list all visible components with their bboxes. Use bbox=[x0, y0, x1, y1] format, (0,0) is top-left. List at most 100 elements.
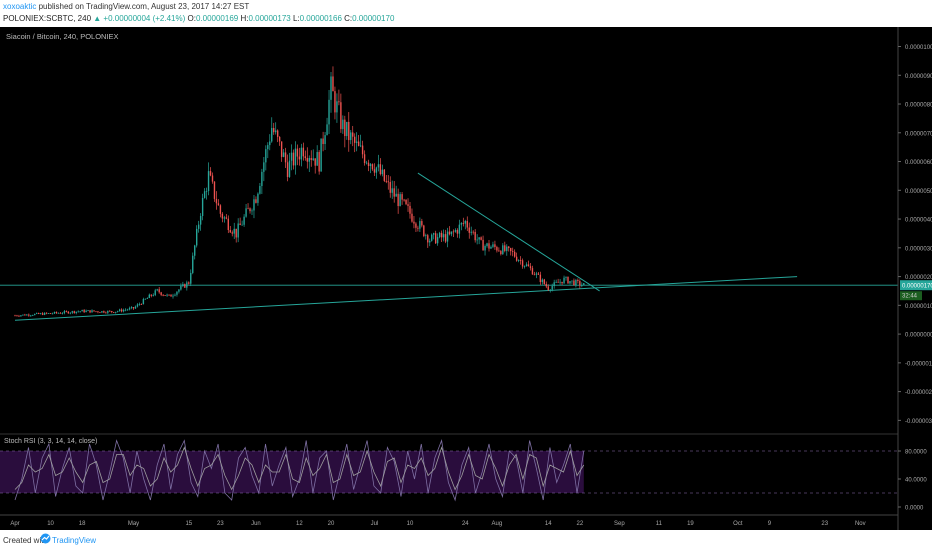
candle-body bbox=[450, 231, 453, 235]
candle-body bbox=[454, 230, 457, 232]
rsi-pane[interactable] bbox=[0, 438, 898, 502]
candle-body bbox=[344, 119, 346, 137]
candle-body bbox=[494, 244, 496, 248]
candle-body bbox=[109, 310, 111, 312]
candle-body bbox=[336, 101, 338, 113]
tradingview-logo-icon bbox=[40, 533, 51, 544]
candle-body bbox=[93, 310, 95, 312]
candle-body bbox=[318, 152, 320, 172]
candle-body bbox=[265, 149, 267, 163]
price-tick-label: 0.00000400 bbox=[905, 218, 932, 224]
publish-line: xoxoaktic published on TradingView.com, … bbox=[3, 2, 249, 11]
candle-body bbox=[506, 246, 508, 251]
candle-body bbox=[124, 309, 127, 311]
candle-body bbox=[223, 217, 226, 219]
candle-body bbox=[146, 298, 149, 299]
candle-body bbox=[421, 221, 423, 226]
price-axis[interactable]: 0.00001000 0.00000900 0.00000800 0.00000700… bbox=[898, 45, 932, 425]
candle-body bbox=[215, 198, 218, 204]
author-link[interactable]: xoxoaktic bbox=[3, 2, 37, 11]
candle-body bbox=[490, 246, 492, 249]
candle-body bbox=[132, 307, 135, 309]
candle-body bbox=[342, 119, 344, 130]
footer: Created with TradingView bbox=[0, 530, 932, 550]
time-axis[interactable]: Apr 10 18 May 15 23 Jun 12 20 Jul 10 24 Aug 14 22 Sep 11… bbox=[0, 514, 898, 527]
price-tick-label: 0.00001000 bbox=[905, 45, 932, 51]
candle-body bbox=[470, 231, 472, 233]
candle-body bbox=[275, 130, 277, 133]
candle-body bbox=[18, 315, 20, 317]
candle-body bbox=[73, 311, 75, 313]
candle-body bbox=[448, 231, 451, 235]
candle-body bbox=[91, 310, 93, 313]
candle-body bbox=[39, 313, 42, 315]
candle-body bbox=[310, 158, 312, 160]
chart-area[interactable]: 0.00001000 0.00000900 0.00000800 0.00000700… bbox=[0, 27, 932, 530]
candle-body bbox=[51, 313, 54, 315]
candle-body bbox=[306, 158, 308, 162]
candle-body bbox=[184, 284, 186, 288]
candle-body bbox=[89, 310, 91, 313]
candle-body bbox=[373, 169, 376, 173]
rsi-axis[interactable]: 80.0000 40.0000 0.0000 bbox=[898, 450, 927, 512]
candle-body bbox=[103, 311, 105, 313]
price-tick-label: 0.00000100 bbox=[905, 304, 932, 310]
candle-body bbox=[118, 309, 121, 312]
candle-body bbox=[105, 312, 107, 314]
candle-body bbox=[227, 218, 229, 231]
candle-body bbox=[409, 205, 411, 214]
publish-info: published on TradingView.com, August 23,… bbox=[38, 2, 250, 11]
chart-svg[interactable]: 0.00001000 0.00000900 0.00000800 0.00000700… bbox=[0, 27, 932, 530]
trendline bbox=[14, 276, 798, 321]
price-tick-label: -0.00000200 bbox=[905, 390, 932, 396]
candle-body bbox=[302, 147, 305, 157]
candle-body bbox=[387, 181, 389, 183]
price-tick-label: 0.00000600 bbox=[905, 160, 932, 166]
candle-body bbox=[263, 162, 265, 172]
candle-body bbox=[512, 251, 514, 252]
price-tick-label: -0.00000300 bbox=[905, 419, 932, 425]
candle-body bbox=[144, 298, 147, 300]
candle-body bbox=[326, 124, 328, 136]
candle-body bbox=[573, 280, 575, 286]
time-tick-label: 10 bbox=[407, 521, 414, 527]
candle-body bbox=[168, 294, 170, 296]
candle-body bbox=[269, 141, 271, 146]
candle-body bbox=[429, 240, 431, 243]
candle-body bbox=[508, 246, 510, 249]
candle-body bbox=[478, 237, 480, 240]
candle-body bbox=[565, 277, 567, 278]
last-price-label: 0.00000170 32:44 bbox=[900, 280, 932, 301]
candle-body bbox=[446, 231, 449, 242]
candle-body bbox=[393, 188, 395, 197]
change-value: +0.00000004 (+2.41%) bbox=[103, 14, 186, 23]
candle-body bbox=[166, 294, 168, 296]
candle-body bbox=[535, 273, 538, 275]
price-tick-label: 0.00000900 bbox=[905, 74, 932, 80]
candle-body bbox=[523, 266, 526, 267]
candle-body bbox=[322, 138, 324, 145]
candle-body bbox=[515, 256, 518, 261]
candle-body bbox=[456, 230, 459, 234]
candle-body bbox=[99, 312, 101, 313]
tradingview-brand[interactable]: TradingView bbox=[52, 536, 97, 545]
price-pane[interactable] bbox=[0, 66, 898, 321]
high-label: H: bbox=[240, 14, 249, 23]
candle-body bbox=[152, 295, 154, 296]
candle-body bbox=[543, 279, 545, 285]
candle-body bbox=[30, 315, 32, 317]
candle-body bbox=[407, 204, 409, 206]
low-value: 0.00000166 bbox=[299, 14, 342, 23]
candle-body bbox=[28, 314, 30, 316]
candle-body bbox=[539, 274, 542, 283]
candle-body bbox=[43, 312, 46, 315]
time-tick-label: 15 bbox=[185, 521, 192, 527]
low-label: L: bbox=[292, 14, 300, 23]
candle-body bbox=[136, 304, 139, 307]
open-value: 0.00000169 bbox=[195, 14, 239, 23]
candle-body bbox=[403, 199, 405, 201]
candle-body bbox=[571, 280, 573, 282]
candle-body bbox=[36, 313, 38, 314]
candle-body bbox=[391, 188, 393, 193]
candle-body bbox=[249, 208, 251, 212]
